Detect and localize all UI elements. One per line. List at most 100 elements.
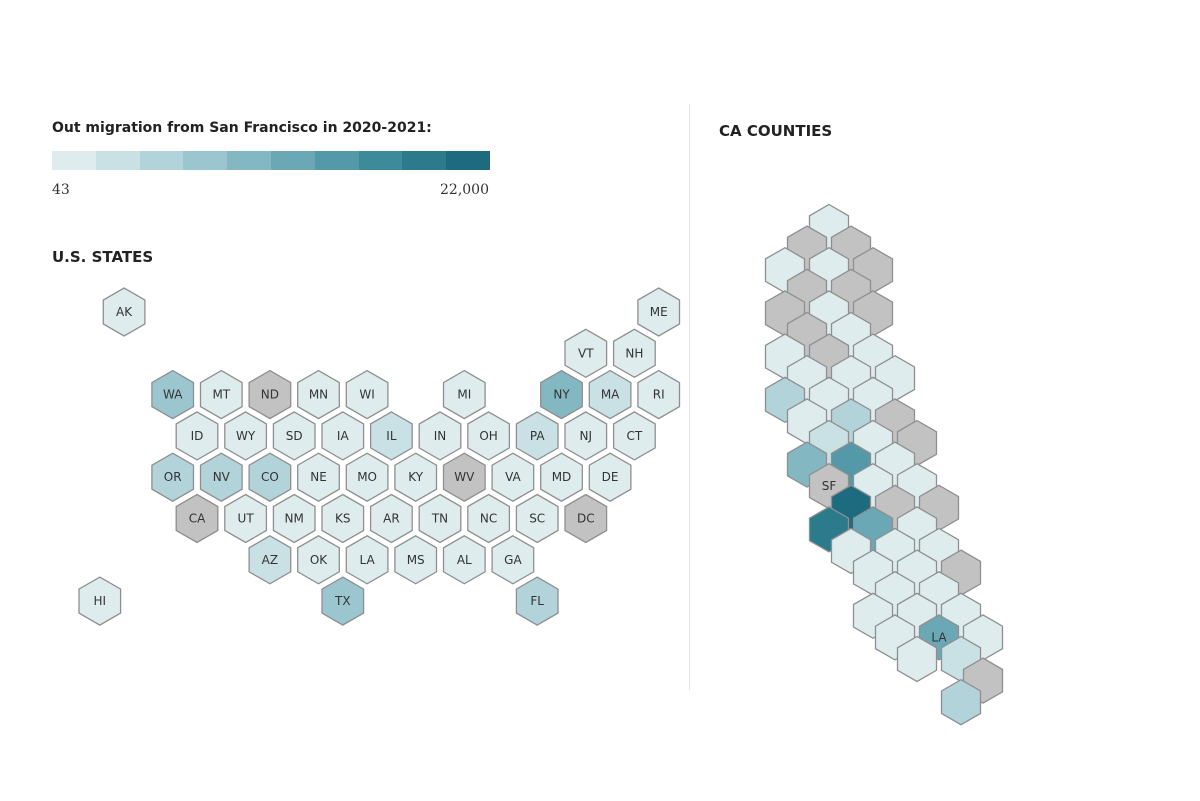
hex-shape bbox=[102, 287, 146, 337]
state-hex-wy: WY bbox=[224, 411, 268, 461]
hex-shape bbox=[297, 452, 340, 502]
state-hex-az: AZ bbox=[248, 535, 292, 585]
hex-shape bbox=[199, 452, 243, 502]
hex-label: SD bbox=[286, 429, 303, 443]
legend-swatch-8 bbox=[402, 151, 447, 170]
state-hex-ok: OK bbox=[297, 535, 340, 585]
hex-shape bbox=[345, 535, 389, 585]
state-hex-ct: CT bbox=[612, 411, 656, 461]
state-hex-id: ID bbox=[175, 411, 219, 461]
hex-shape bbox=[345, 452, 389, 502]
state-hex-nv: NV bbox=[199, 452, 243, 502]
counties-map-title: CA COUNTIES bbox=[719, 122, 833, 140]
hex-label: OK bbox=[310, 553, 328, 567]
legend-min-label: 43 bbox=[52, 182, 70, 198]
state-hex-nm: NM bbox=[272, 493, 316, 544]
hex-shape bbox=[78, 576, 122, 626]
hex-label: DE bbox=[602, 470, 619, 484]
hex-label: DC bbox=[577, 512, 595, 526]
hex-label: HI bbox=[94, 594, 107, 608]
hex-label: AR bbox=[383, 512, 400, 526]
hex-label: MA bbox=[601, 388, 620, 402]
hex-shape bbox=[442, 452, 486, 502]
hex-label: IN bbox=[434, 429, 447, 443]
ca-counties-hex-map: SF LA bbox=[764, 203, 1004, 726]
hex-shape bbox=[637, 287, 681, 337]
legend-max-label: 22,000 bbox=[440, 182, 489, 198]
hex-label: MD bbox=[552, 470, 572, 484]
hex-label: RI bbox=[653, 388, 665, 402]
hex-shape bbox=[369, 411, 413, 461]
hex-label: NV bbox=[213, 470, 231, 484]
hex-shape bbox=[297, 535, 340, 585]
hex-shape bbox=[394, 535, 438, 585]
hex-shape bbox=[199, 369, 243, 420]
hex-label: OH bbox=[479, 429, 497, 443]
hex-label: WA bbox=[163, 388, 183, 402]
legend-swatch-6 bbox=[314, 151, 359, 170]
hex-shape bbox=[151, 369, 195, 420]
hex-label: TX bbox=[334, 594, 351, 608]
hex-shape bbox=[175, 411, 219, 461]
us-states-hex-map: AK ME VT NH WA MT ND MN WI MI NY MA RI ID WY SD IA IL IN OH… bbox=[78, 287, 681, 626]
state-hex-mn: MN bbox=[297, 369, 340, 420]
hex-label: KS bbox=[335, 512, 351, 526]
hex-label: WI bbox=[359, 388, 374, 402]
state-hex-wv: WV bbox=[442, 452, 486, 502]
hex-label: AL bbox=[457, 553, 472, 567]
state-hex-ri: RI bbox=[637, 369, 681, 420]
hex-shape bbox=[418, 493, 462, 544]
state-hex-dc: DC bbox=[564, 493, 608, 544]
hex-label: LA bbox=[931, 630, 947, 644]
state-hex-ms: MS bbox=[394, 535, 438, 585]
state-hex-il: IL bbox=[369, 411, 413, 461]
color-scale-bar bbox=[52, 151, 490, 170]
hex-shape bbox=[248, 369, 292, 420]
state-hex-sd: SD bbox=[272, 411, 316, 461]
hex-shape bbox=[467, 493, 511, 544]
hex-label: NM bbox=[285, 512, 304, 526]
state-hex-ks: KS bbox=[321, 493, 365, 544]
state-hex-fl: FL bbox=[515, 576, 559, 626]
hex-label: VT bbox=[578, 346, 594, 360]
hex-label: KY bbox=[408, 470, 423, 484]
state-hex-nh: NH bbox=[612, 328, 656, 379]
hex-label: VA bbox=[505, 470, 521, 484]
hex-shape bbox=[564, 328, 608, 379]
hex-label: ND bbox=[261, 388, 279, 402]
hex-label: MO bbox=[357, 470, 377, 484]
hex-shape bbox=[272, 493, 316, 544]
hex-shape bbox=[345, 369, 389, 420]
state-hex-la: LA bbox=[345, 535, 389, 585]
state-hex-nj: NJ bbox=[564, 411, 608, 461]
hex-shape bbox=[588, 452, 632, 502]
hex-shape bbox=[637, 369, 681, 420]
state-hex-ar: AR bbox=[369, 493, 413, 544]
hex-shape bbox=[588, 369, 632, 420]
hex-shape bbox=[321, 493, 365, 544]
state-hex-ne: NE bbox=[297, 452, 340, 502]
state-hex-vt: VT bbox=[564, 328, 608, 379]
state-hex-ia: IA bbox=[321, 411, 365, 461]
hex-label: OR bbox=[164, 470, 182, 484]
hex-label: NH bbox=[625, 346, 643, 360]
state-hex-co: CO bbox=[248, 452, 292, 502]
state-hex-ga: GA bbox=[491, 535, 535, 585]
state-hex-va: VA bbox=[491, 452, 535, 502]
hex-shape bbox=[297, 369, 340, 420]
hex-label: MT bbox=[212, 388, 230, 402]
hex-shape bbox=[442, 535, 486, 585]
state-hex-tx: TX bbox=[321, 576, 365, 626]
hex-shape bbox=[248, 452, 292, 502]
hex-shape bbox=[491, 535, 535, 585]
hex-label: GA bbox=[504, 553, 522, 567]
legend-swatch-4 bbox=[227, 151, 271, 170]
state-hex-wi: WI bbox=[345, 369, 389, 420]
state-hex-hi: HI bbox=[78, 576, 122, 626]
state-hex-ak: AK bbox=[102, 287, 146, 337]
state-hex-ut: UT bbox=[224, 493, 268, 544]
hex-label: NJ bbox=[580, 429, 593, 443]
hex-shape bbox=[564, 411, 608, 461]
legend-swatch-5 bbox=[270, 151, 315, 170]
hex-shape bbox=[394, 452, 438, 502]
